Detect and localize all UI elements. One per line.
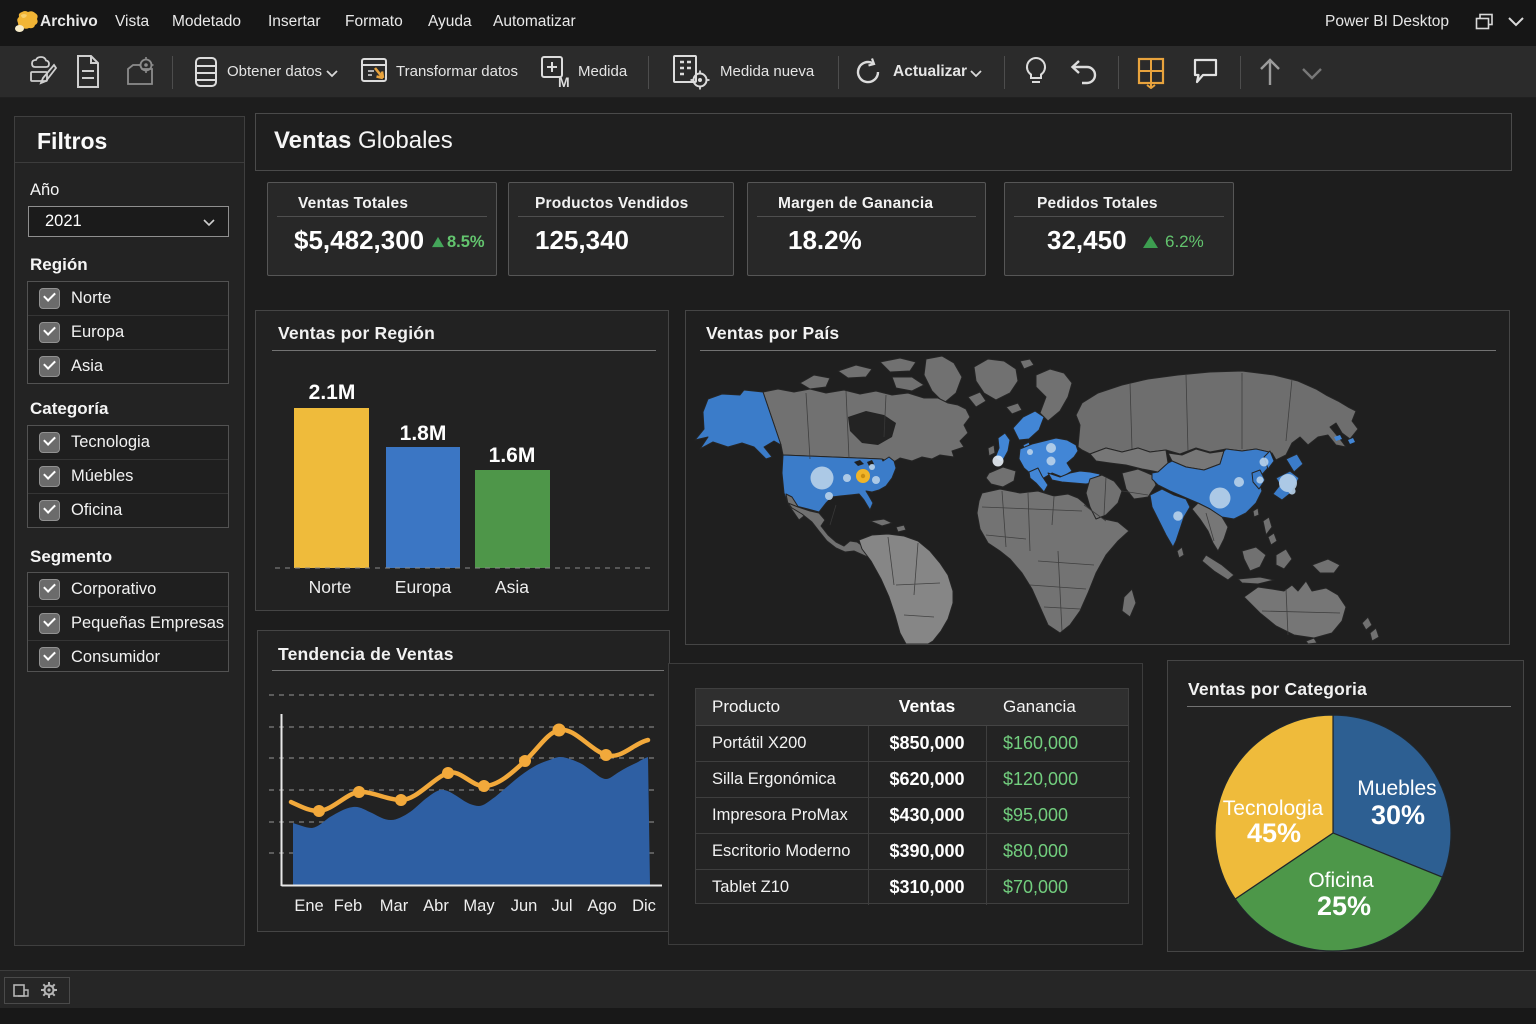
svg-text:May: May [463, 897, 495, 915]
svg-text:25%: 25% [1317, 891, 1371, 921]
svg-text:Tecnologia: Tecnologia [1223, 797, 1324, 820]
svg-text:45%: 45% [1247, 818, 1301, 848]
svg-text:2.1M: 2.1M [309, 381, 356, 404]
svg-text:Oficina: Oficina [1308, 869, 1374, 892]
svg-text:M: M [558, 74, 570, 89]
svg-text:Muebles: Muebles [1357, 777, 1436, 800]
svg-text:Asia: Asia [495, 577, 529, 597]
svg-text:Dic: Dic [632, 897, 656, 915]
svg-text:Ene: Ene [294, 897, 323, 915]
svg-text:Norte: Norte [309, 577, 352, 597]
svg-text:Mar: Mar [380, 897, 409, 915]
svg-text:Europa: Europa [395, 577, 452, 597]
svg-text:Jul: Jul [551, 897, 572, 915]
svg-text:Ago: Ago [587, 897, 616, 915]
svg-text:Abr: Abr [423, 897, 449, 915]
svg-text:30%: 30% [1371, 800, 1425, 830]
svg-text:Feb: Feb [334, 897, 362, 915]
svg-text:1.6M: 1.6M [489, 444, 536, 467]
svg-text:1.8M: 1.8M [400, 422, 447, 445]
svg-text:Jun: Jun [511, 897, 538, 915]
